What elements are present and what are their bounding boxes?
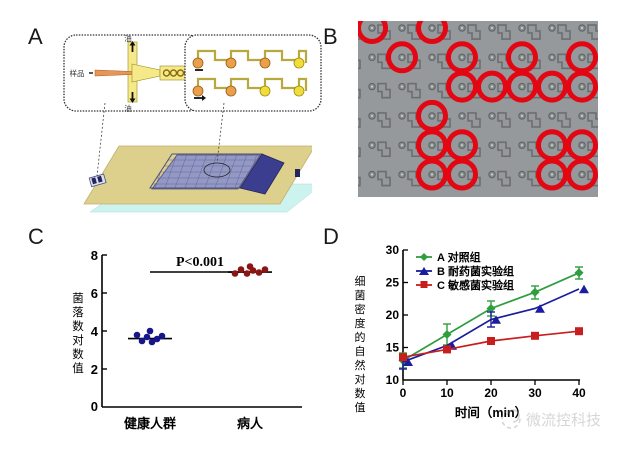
- svg-text:15: 15: [386, 341, 400, 355]
- svg-text:30: 30: [386, 243, 400, 257]
- svg-text:C 敏感菌实验组: C 敏感菌实验组: [437, 278, 514, 292]
- svg-text:2: 2: [91, 362, 98, 377]
- svg-text:数: 数: [72, 319, 84, 333]
- svg-text:数: 数: [72, 347, 84, 361]
- svg-text:20: 20: [484, 386, 498, 400]
- svg-text:时间（min）: 时间（min）: [455, 405, 527, 420]
- svg-text:菌: 菌: [355, 289, 366, 302]
- svg-text:密: 密: [355, 302, 366, 316]
- svg-text:30: 30: [528, 386, 542, 400]
- svg-text:25: 25: [386, 276, 400, 290]
- svg-text:病人: 病人: [237, 416, 264, 431]
- svg-text:健康人群: 健康人群: [124, 416, 176, 431]
- svg-text:的: 的: [355, 330, 366, 344]
- svg-text:P<0.001: P<0.001: [176, 255, 224, 270]
- svg-text:对: 对: [355, 372, 366, 386]
- svg-text:40: 40: [572, 386, 586, 400]
- svg-text:值: 值: [72, 362, 84, 375]
- svg-text:落: 落: [72, 306, 84, 319]
- svg-text:然: 然: [355, 358, 366, 372]
- svg-text:8: 8: [91, 250, 98, 263]
- svg-text:B 耐药菌实验组: B 耐药菌实验组: [437, 264, 514, 278]
- svg-text:6: 6: [91, 286, 98, 301]
- svg-text:微流控科技: 微流控科技: [526, 412, 601, 429]
- svg-text:度: 度: [355, 316, 366, 330]
- svg-text:对: 对: [72, 333, 84, 347]
- svg-text:自: 自: [355, 345, 366, 358]
- svg-text:数: 数: [355, 387, 366, 400]
- svg-text:4: 4: [91, 324, 99, 339]
- svg-text:10: 10: [440, 386, 454, 400]
- svg-text:0: 0: [400, 386, 407, 400]
- svg-text:10: 10: [386, 373, 400, 387]
- svg-text:细: 细: [355, 275, 366, 288]
- svg-text:值: 值: [355, 401, 366, 414]
- svg-text:菌: 菌: [72, 292, 84, 305]
- svg-text:A 对照组: A 对照组: [437, 250, 481, 264]
- svg-text:20: 20: [386, 308, 400, 322]
- svg-text:0: 0: [91, 399, 98, 414]
